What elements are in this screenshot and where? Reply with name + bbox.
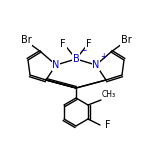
Text: Br: Br bbox=[121, 35, 131, 45]
Text: F: F bbox=[60, 39, 66, 49]
Text: CH₃: CH₃ bbox=[102, 90, 116, 99]
Text: −: − bbox=[80, 46, 86, 55]
Text: +: + bbox=[100, 52, 106, 61]
Text: B: B bbox=[73, 54, 79, 64]
Text: N: N bbox=[92, 60, 100, 70]
Text: F: F bbox=[86, 39, 92, 49]
Text: Br: Br bbox=[21, 35, 31, 45]
Text: N: N bbox=[52, 60, 60, 70]
Text: F: F bbox=[105, 120, 111, 130]
